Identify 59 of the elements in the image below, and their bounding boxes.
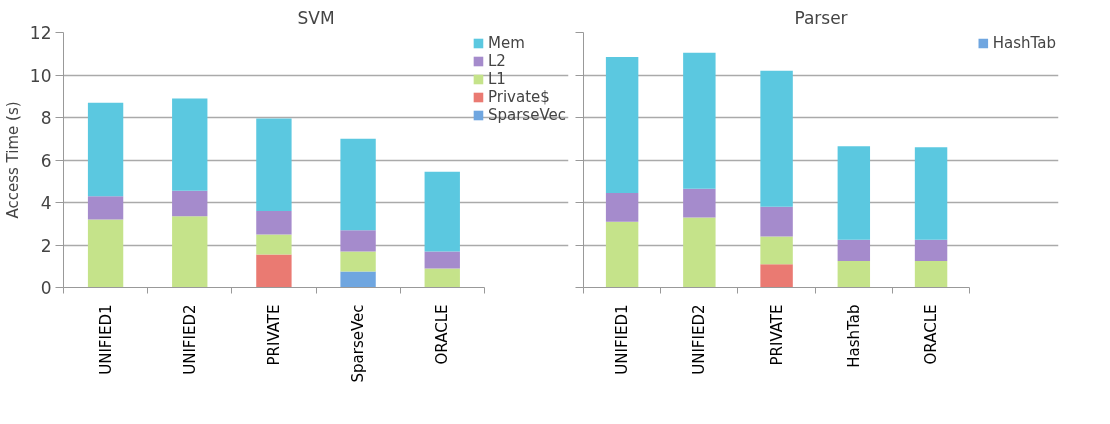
bar — [340, 138, 376, 231]
bar — [760, 264, 793, 288]
x-tick-label: PRIVATE — [264, 304, 283, 366]
x-tick-label: UNIFIED2 — [180, 304, 199, 375]
bar — [837, 239, 871, 261]
bar — [172, 216, 208, 288]
bar — [683, 217, 716, 288]
bar — [256, 118, 292, 211]
bar — [87, 102, 124, 197]
bar — [760, 236, 793, 265]
y-tick-label: 10 — [29, 65, 52, 86]
y-tick-label: 8 — [40, 108, 52, 128]
y-tick-label: 0 — [40, 278, 52, 298]
legend-label: Mem — [487, 34, 525, 52]
bar — [340, 230, 376, 252]
x-tick-label: UNIFIED2 — [690, 304, 709, 375]
bar — [837, 260, 871, 288]
y-tick-label: 2 — [40, 235, 52, 256]
x-tick-label: PRIVATE — [767, 304, 786, 366]
bar — [172, 190, 208, 217]
x-tick-label: UNIFIED1 — [613, 304, 632, 375]
legend-label: L1 — [487, 70, 507, 88]
bar — [760, 206, 793, 237]
bar — [914, 147, 948, 240]
chart-title: SVM — [297, 7, 335, 28]
bar — [424, 251, 460, 269]
bar — [683, 52, 716, 189]
chart-title: Parser — [794, 7, 848, 28]
bar — [424, 171, 460, 252]
y-axis-title: Access Time (s) — [3, 101, 22, 219]
bar — [605, 56, 639, 193]
bar — [87, 219, 124, 288]
bar — [605, 192, 639, 222]
legend-label: SparseVec — [487, 106, 566, 124]
bar — [914, 239, 948, 261]
x-tick-label: HashTab — [844, 304, 863, 368]
bar — [340, 271, 376, 288]
bar — [424, 268, 460, 288]
legend-label: HashTab — [992, 34, 1056, 52]
y-tick-label: 4 — [40, 193, 52, 213]
y-tick-label: 12 — [29, 23, 52, 43]
x-tick-label: SparseVec — [349, 304, 368, 383]
legend-label: Private$ — [487, 88, 550, 106]
bar — [256, 211, 292, 235]
bar — [340, 251, 376, 272]
legend-label: L2 — [487, 52, 507, 70]
bar — [87, 196, 124, 220]
bar — [683, 188, 716, 218]
x-tick-label: UNIFIED1 — [96, 304, 115, 375]
y-tick-label: 6 — [40, 150, 52, 171]
bar — [605, 221, 639, 288]
x-tick-label: ORACLE — [433, 304, 452, 365]
bar — [256, 254, 292, 288]
bar — [837, 146, 871, 240]
bar — [256, 234, 292, 255]
bar — [172, 98, 208, 191]
bar — [914, 260, 948, 288]
x-tick-label: ORACLE — [922, 304, 941, 365]
bar — [760, 70, 793, 207]
